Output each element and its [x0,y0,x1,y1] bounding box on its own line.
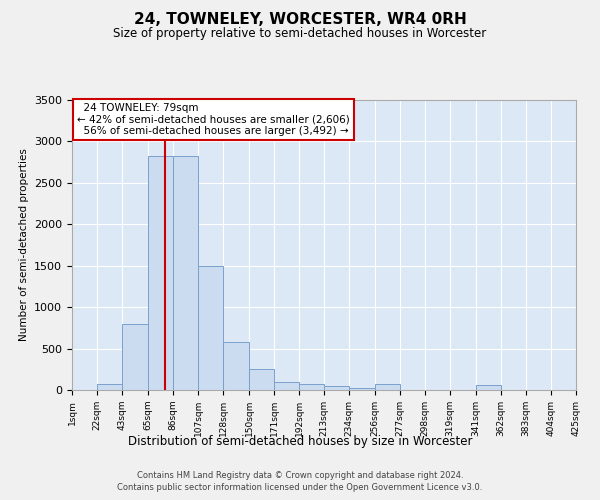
Bar [249,370,274,390]
Text: 24 TOWNELEY: 79sqm
← 42% of semi-detached houses are smaller (2,606)
  56% of se: 24 TOWNELEY: 79sqm ← 42% of semi-detache… [77,103,350,136]
Bar [349,388,375,390]
Bar [324,386,349,390]
Bar [198,266,223,390]
Text: 24, TOWNELEY, WORCESTER, WR4 0RH: 24, TOWNELEY, WORCESTER, WR4 0RH [134,12,466,28]
Bar [97,384,122,390]
Y-axis label: Number of semi-detached properties: Number of semi-detached properties [19,148,29,342]
Text: Contains HM Land Registry data © Crown copyright and database right 2024.: Contains HM Land Registry data © Crown c… [137,471,463,480]
Bar [223,342,249,390]
Bar [148,156,173,390]
Bar [299,384,324,390]
Text: Size of property relative to semi-detached houses in Worcester: Size of property relative to semi-detach… [113,28,487,40]
Bar [274,382,299,390]
Text: Distribution of semi-detached houses by size in Worcester: Distribution of semi-detached houses by … [128,435,472,448]
Bar [476,385,501,390]
Bar [375,384,400,390]
Bar [173,156,198,390]
Text: Contains public sector information licensed under the Open Government Licence v3: Contains public sector information licen… [118,484,482,492]
Bar [122,324,148,390]
